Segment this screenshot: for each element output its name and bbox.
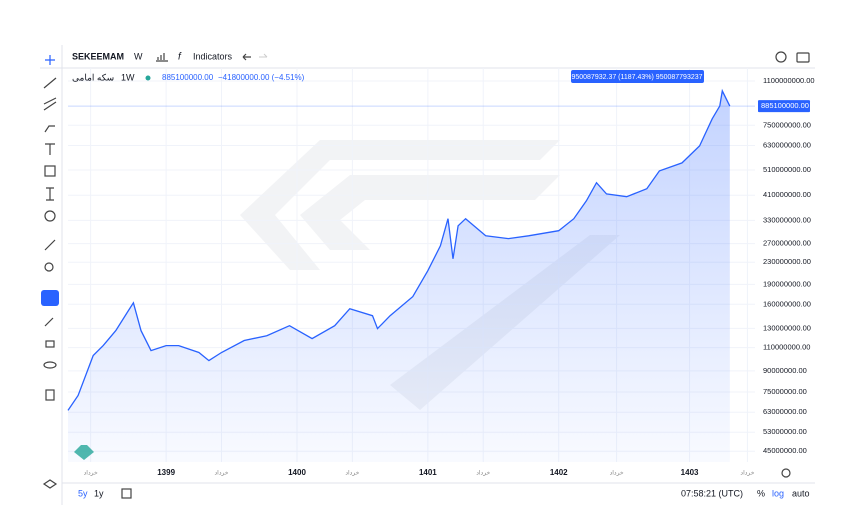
y-tick-label: 630000000.00: [763, 140, 811, 149]
y-tick-label: 75000000.00: [763, 387, 807, 396]
undo[interactable]: [242, 53, 251, 61]
y-tick-label: 330000000.00: [763, 215, 811, 224]
price-label: 885100000.00: [761, 101, 809, 110]
status-dot: [145, 75, 151, 81]
tv-logo: [74, 445, 94, 460]
legend-price: 885100000.00: [162, 73, 214, 82]
y-tick-label: 190000000.00: [763, 279, 811, 288]
plot-area: 1100000000.00 750000000.00 630000000.00 510…: [67, 68, 815, 477]
legend-series: سکه امامی: [72, 72, 114, 82]
lock-draw[interactable]: [44, 317, 54, 327]
y-tick-label: 160000000.00: [763, 299, 811, 308]
y-tick-label: 90000000.00: [763, 366, 807, 375]
settings[interactable]: [775, 51, 787, 63]
x-tick-label: خرداد: [610, 470, 624, 477]
x-tick-label: 1402: [550, 468, 568, 477]
projection[interactable]: [46, 187, 54, 201]
percent-toggle[interactable]: %: [757, 488, 765, 498]
symbol[interactable]: SEKEEMAM: [72, 51, 124, 61]
zoom[interactable]: [44, 262, 54, 272]
crosshair[interactable]: [45, 55, 55, 65]
indicators[interactable]: Indicators: [193, 51, 233, 61]
goto-date[interactable]: [121, 488, 132, 499]
line: [67, 88, 731, 411]
x-tick-label: خرداد: [740, 470, 754, 477]
x-tick-label: 1400: [288, 468, 306, 477]
chart-type-icon[interactable]: [156, 53, 168, 62]
price-tag: [758, 100, 810, 113]
redo[interactable]: [259, 53, 268, 58]
x-tick-label: 1401: [419, 468, 437, 477]
y-tick-label: 410000000.00: [763, 190, 811, 199]
brush[interactable]: [44, 125, 55, 133]
ruler[interactable]: [44, 239, 56, 251]
snapshot[interactable]: [796, 52, 810, 63]
x-tick-label: خرداد: [214, 470, 228, 477]
range[interactable]: 1y: [94, 488, 104, 498]
magnet[interactable]: [41, 290, 59, 306]
text-tool[interactable]: [45, 143, 55, 155]
fx-icon[interactable]: f: [178, 52, 182, 63]
tooltip: 950087932.37 (1187.43%) 950087793237: [571, 74, 702, 81]
log-toggle[interactable]: log: [772, 488, 784, 498]
area: [68, 90, 730, 463]
emoji[interactable]: [44, 210, 56, 222]
drawing-tools: [41, 55, 59, 489]
y-tick-label: 45000000.00: [763, 446, 807, 455]
y-tick-label: 1100000000.00: [763, 76, 815, 85]
interval[interactable]: W: [134, 51, 143, 61]
trash[interactable]: [45, 389, 55, 401]
lock[interactable]: [45, 340, 55, 348]
eye[interactable]: [43, 361, 57, 369]
x-tick-label: 1403: [681, 468, 699, 477]
pattern[interactable]: [44, 165, 56, 177]
y-tick-label: 750000000.00: [763, 120, 811, 129]
y-tick-label: 53000000.00: [763, 427, 807, 436]
range[interactable]: 5y: [78, 488, 88, 498]
auto-toggle[interactable]: auto: [792, 488, 810, 498]
y-tick-label: 110000000.00: [763, 343, 810, 352]
y-tick-label: 510000000.00: [763, 165, 811, 174]
legend-change: −41800000.00 (−4.51%): [218, 73, 305, 82]
fib[interactable]: [43, 97, 57, 111]
trend-line[interactable]: [43, 77, 57, 89]
y-tick-label: 230000000.00: [763, 257, 811, 266]
layers[interactable]: [42, 479, 58, 489]
x-tick-label: خرداد: [476, 470, 490, 477]
tooltip-bg: [571, 70, 704, 83]
x-tick-label: 1399: [157, 468, 175, 477]
x-tick-label: خرداد: [345, 470, 359, 477]
y-tick-label: 63000000.00: [763, 407, 807, 416]
x-tick-label: خرداد: [84, 470, 98, 477]
y-tick-label: 270000000.00: [763, 239, 811, 248]
clock: 07:58:21 (UTC): [681, 488, 743, 498]
legend-interval: 1W: [121, 72, 135, 82]
axis-settings[interactable]: [781, 468, 791, 478]
watermark: [240, 140, 620, 410]
y-tick-label: 130000000.00: [763, 323, 811, 332]
